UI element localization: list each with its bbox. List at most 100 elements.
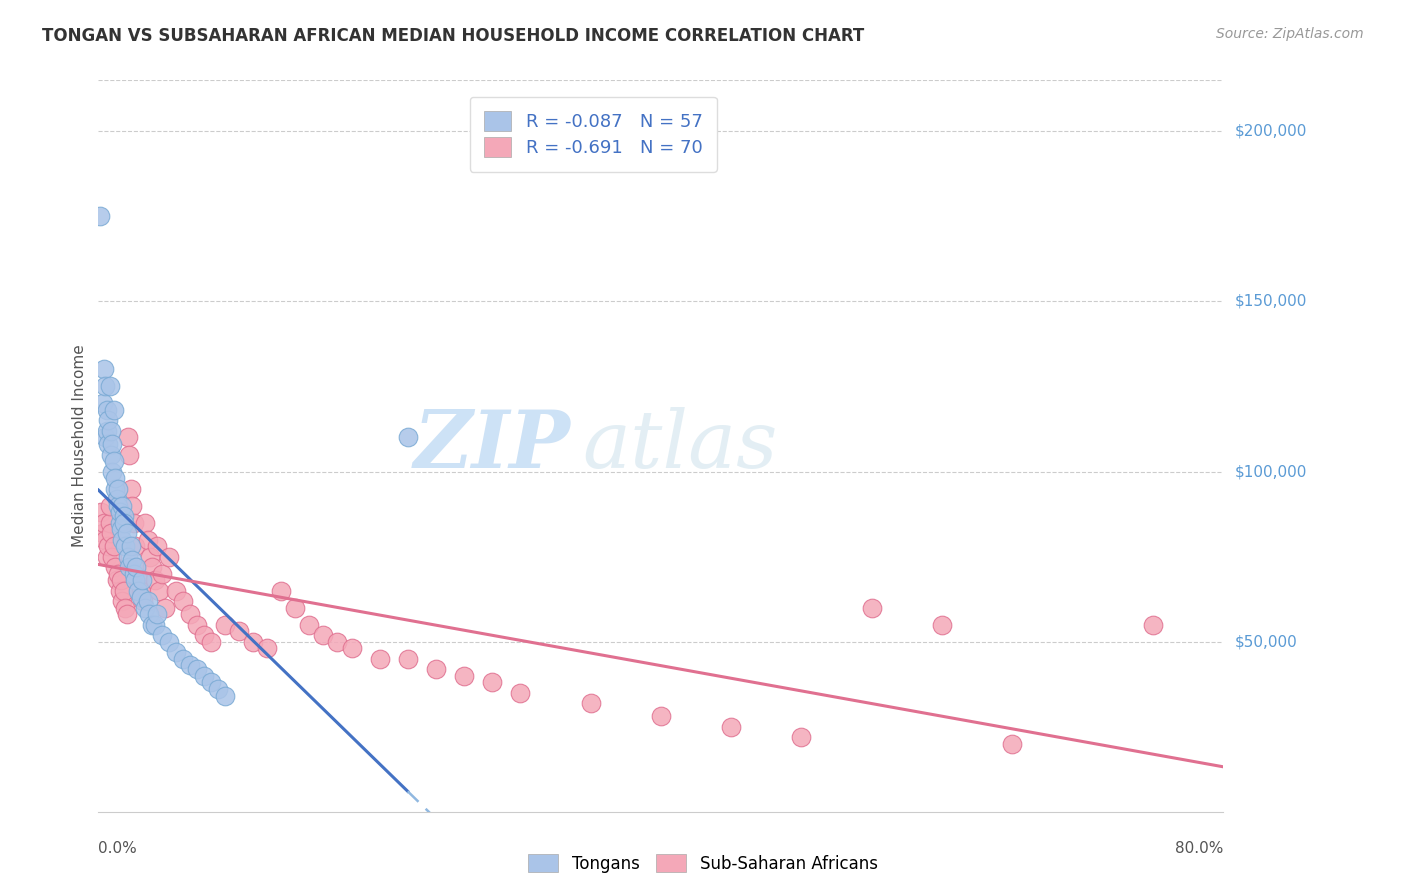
Point — [136, 594, 159, 608]
Point — [98, 379, 121, 393]
Point — [117, 430, 139, 444]
Point — [481, 675, 503, 690]
Point — [122, 516, 145, 530]
Point — [96, 403, 118, 417]
Point — [115, 525, 138, 540]
Point — [138, 607, 160, 622]
Point — [860, 600, 883, 615]
Point — [112, 516, 135, 530]
Point — [396, 430, 419, 444]
Point — [98, 499, 121, 513]
Point — [93, 516, 115, 530]
Point — [91, 525, 114, 540]
Point — [103, 403, 125, 417]
Text: 80.0%: 80.0% — [1175, 841, 1223, 856]
Point — [125, 559, 148, 574]
Point — [98, 516, 121, 530]
Point — [104, 471, 127, 485]
Point — [124, 574, 146, 588]
Point — [134, 600, 156, 615]
Point — [790, 730, 813, 744]
Point — [153, 600, 176, 615]
Point — [121, 553, 143, 567]
Point — [120, 482, 142, 496]
Point — [312, 628, 335, 642]
Point — [104, 482, 127, 496]
Point — [118, 448, 141, 462]
Point — [228, 624, 250, 639]
Point — [136, 533, 159, 547]
Point — [193, 628, 215, 642]
Point — [110, 522, 132, 536]
Point — [111, 533, 134, 547]
Point — [117, 549, 139, 564]
Point — [129, 591, 152, 605]
Point — [96, 424, 118, 438]
Point — [105, 491, 128, 506]
Point — [256, 641, 278, 656]
Point — [186, 662, 208, 676]
Point — [122, 566, 145, 581]
Point — [124, 540, 146, 554]
Point — [165, 645, 187, 659]
Point — [100, 448, 122, 462]
Point — [93, 362, 115, 376]
Point — [114, 600, 136, 615]
Point — [157, 549, 180, 564]
Point — [340, 641, 363, 656]
Text: 0.0%: 0.0% — [98, 841, 138, 856]
Point — [425, 662, 447, 676]
Point — [94, 379, 117, 393]
Point — [148, 583, 170, 598]
Text: $50,000: $50,000 — [1234, 634, 1298, 649]
Point — [179, 658, 201, 673]
Point — [101, 465, 124, 479]
Point — [172, 651, 194, 665]
Point — [101, 549, 124, 564]
Point — [134, 516, 156, 530]
Point — [242, 634, 264, 648]
Point — [214, 617, 236, 632]
Point — [207, 682, 229, 697]
Point — [111, 499, 134, 513]
Point — [100, 525, 122, 540]
Point — [101, 437, 124, 451]
Point — [1142, 617, 1164, 632]
Point — [97, 413, 120, 427]
Point — [89, 210, 111, 224]
Point — [112, 583, 135, 598]
Point — [125, 559, 148, 574]
Point — [110, 574, 132, 588]
Legend: Tongans, Sub-Saharan Africans: Tongans, Sub-Saharan Africans — [522, 847, 884, 880]
Point — [579, 696, 602, 710]
Point — [129, 583, 152, 598]
Point — [270, 583, 292, 598]
Point — [150, 566, 173, 581]
Point — [90, 505, 112, 519]
Point — [143, 617, 166, 632]
Point — [326, 634, 349, 648]
Point — [127, 574, 149, 588]
Point — [165, 583, 187, 598]
Point — [108, 583, 131, 598]
Point — [100, 424, 122, 438]
Legend: R = -0.087   N = 57, R = -0.691   N = 70: R = -0.087 N = 57, R = -0.691 N = 70 — [470, 96, 717, 171]
Point — [193, 668, 215, 682]
Point — [186, 617, 208, 632]
Point — [114, 540, 136, 554]
Point — [931, 617, 953, 632]
Point — [1001, 737, 1024, 751]
Point — [200, 634, 222, 648]
Point — [127, 583, 149, 598]
Text: ZIP: ZIP — [413, 408, 571, 484]
Point — [284, 600, 307, 615]
Point — [120, 540, 142, 554]
Point — [132, 594, 155, 608]
Point — [94, 533, 117, 547]
Point — [107, 482, 129, 496]
Point — [111, 594, 134, 608]
Text: TONGAN VS SUBSAHARAN AFRICAN MEDIAN HOUSEHOLD INCOME CORRELATION CHART: TONGAN VS SUBSAHARAN AFRICAN MEDIAN HOUS… — [42, 27, 865, 45]
Text: $200,000: $200,000 — [1234, 124, 1306, 139]
Point — [115, 607, 138, 622]
Point — [368, 651, 391, 665]
